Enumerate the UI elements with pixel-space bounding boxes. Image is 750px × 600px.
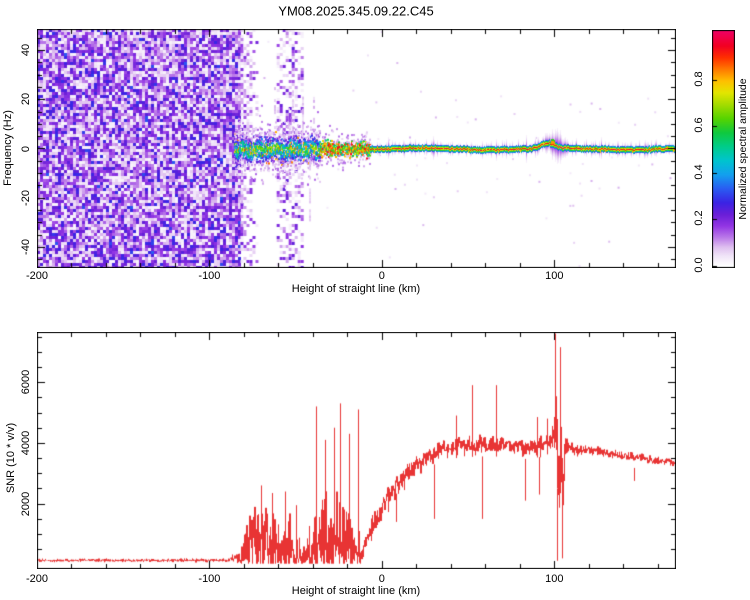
tick-label: 0.8 <box>693 70 705 87</box>
tick-label: 0 <box>20 145 32 152</box>
tick-label: 100 <box>545 573 564 585</box>
spectrogram-canvas <box>37 29 676 268</box>
snr-line-canvas <box>37 332 676 569</box>
tick-label: 20 <box>20 93 32 106</box>
tick-label: -100 <box>198 270 221 282</box>
tick-label: 0.0 <box>693 257 705 273</box>
tick-label: 6000 <box>20 369 32 395</box>
tick-label: 0.2 <box>693 210 705 227</box>
top-x-axis-label: Height of straight line (km) <box>291 283 421 295</box>
tick-label: -20 <box>20 189 32 206</box>
tick-label: 100 <box>545 270 564 282</box>
tick-label: 2000 <box>20 491 32 516</box>
tick-label: -100 <box>198 573 221 585</box>
bottom-y-axis-label: SNR (10 * v/v) <box>5 422 17 494</box>
tick-label: 0.6 <box>693 117 705 133</box>
tick-label: 40 <box>20 44 32 57</box>
plot-title: YM08.2025.345.09.22.C45 <box>278 3 434 19</box>
tick-label: -200 <box>25 573 49 585</box>
tick-label: 0.4 <box>693 164 705 180</box>
bottom-x-axis-label: Height of straight line (km) <box>291 585 421 597</box>
tick-label: -200 <box>25 270 49 282</box>
colorbar-label: Normalized spectral amplitude <box>737 78 749 220</box>
colorbar <box>712 30 735 268</box>
top-y-axis-label: Frequency (Hz) <box>2 110 14 186</box>
tick-label: 0 <box>378 573 385 585</box>
tick-label: -40 <box>20 238 32 255</box>
tick-label: 4000 <box>20 430 32 456</box>
tick-label: 0 <box>378 270 385 282</box>
